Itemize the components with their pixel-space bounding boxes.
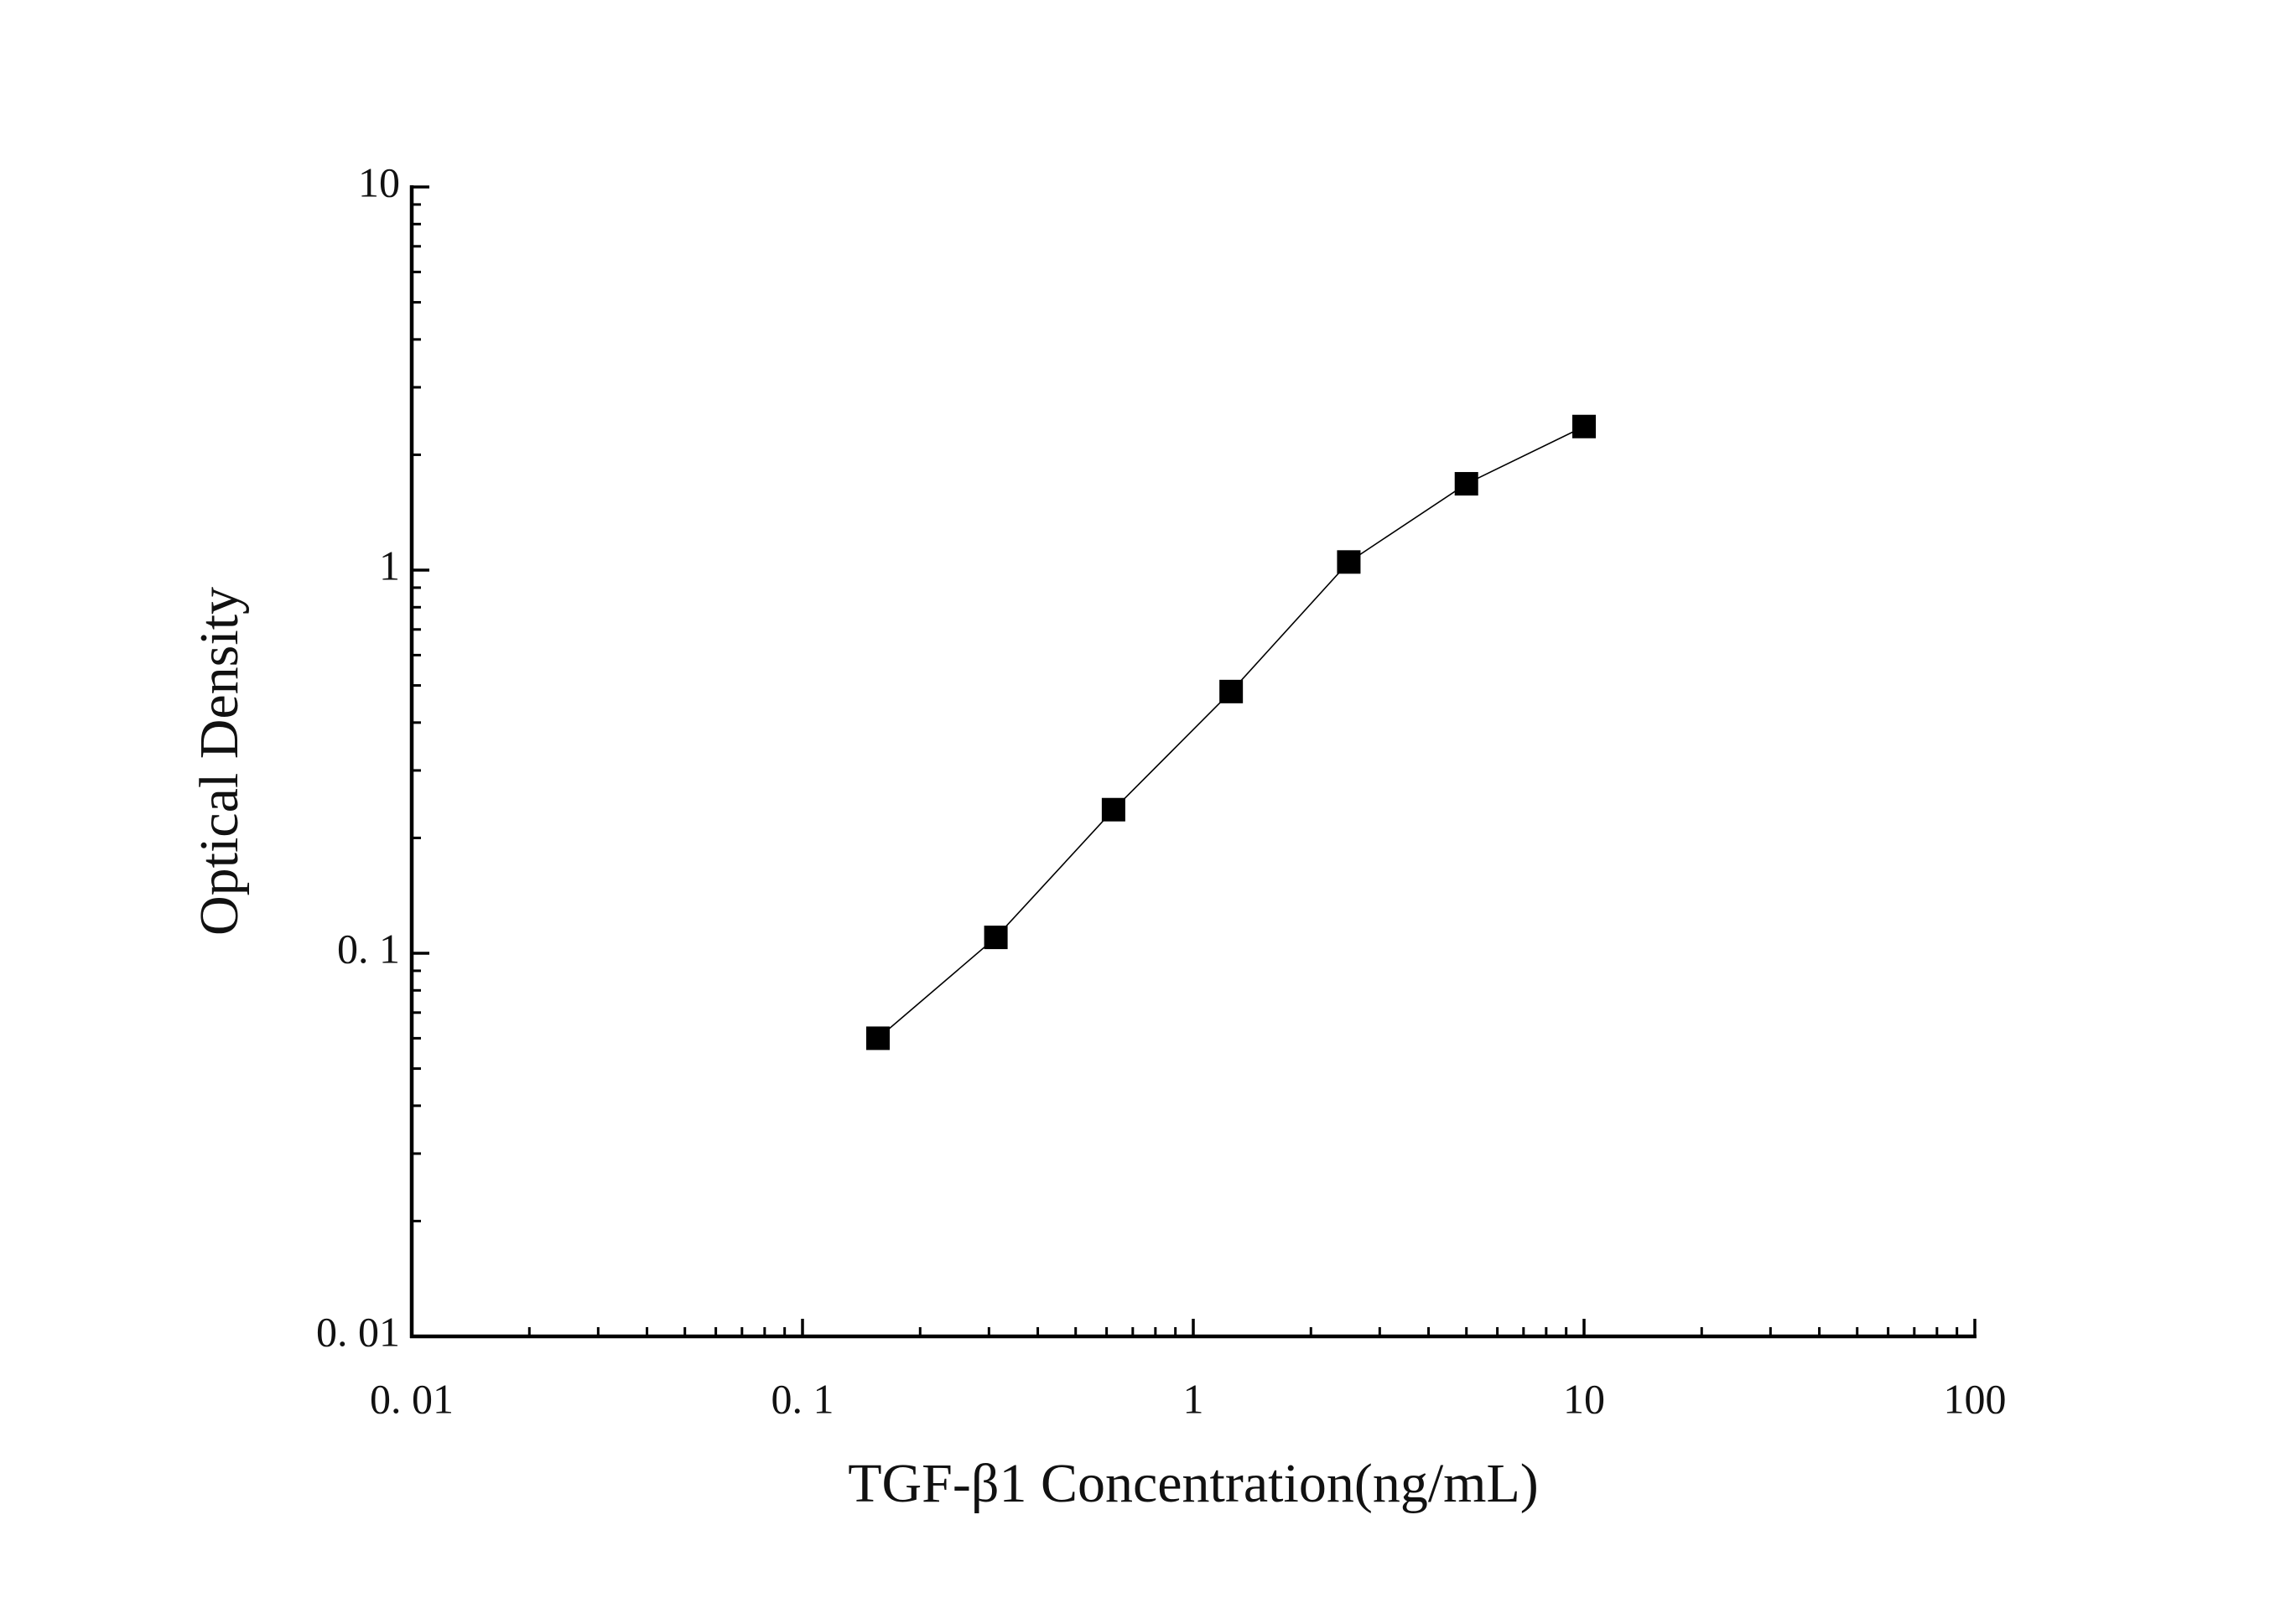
x-axis-title: TGF-β1 Concentration(ng/mL) [848, 1453, 1539, 1514]
x-tick-label: 100 [1944, 1375, 2007, 1422]
marker [1219, 679, 1244, 703]
y-tick-label: 10 [358, 158, 400, 205]
fit-line [877, 426, 1585, 1039]
x-tick-label: 1 [1183, 1375, 1204, 1422]
x-tick-label: 0. 01 [370, 1375, 454, 1422]
y-tick-label: 0. 1 [337, 925, 400, 972]
x-tick-label: 0. 1 [771, 1375, 834, 1422]
marker [1101, 797, 1125, 822]
y-tick-label: 0. 01 [316, 1308, 400, 1355]
y-tick-label: 1 [379, 542, 400, 589]
marker [865, 1026, 890, 1051]
marker [1572, 414, 1596, 438]
marker [984, 926, 1008, 950]
marker [1337, 550, 1361, 574]
x-tick-label: 10 [1563, 1375, 1605, 1422]
marker [1454, 472, 1478, 496]
y-axis-title: Optical Density [189, 587, 250, 936]
